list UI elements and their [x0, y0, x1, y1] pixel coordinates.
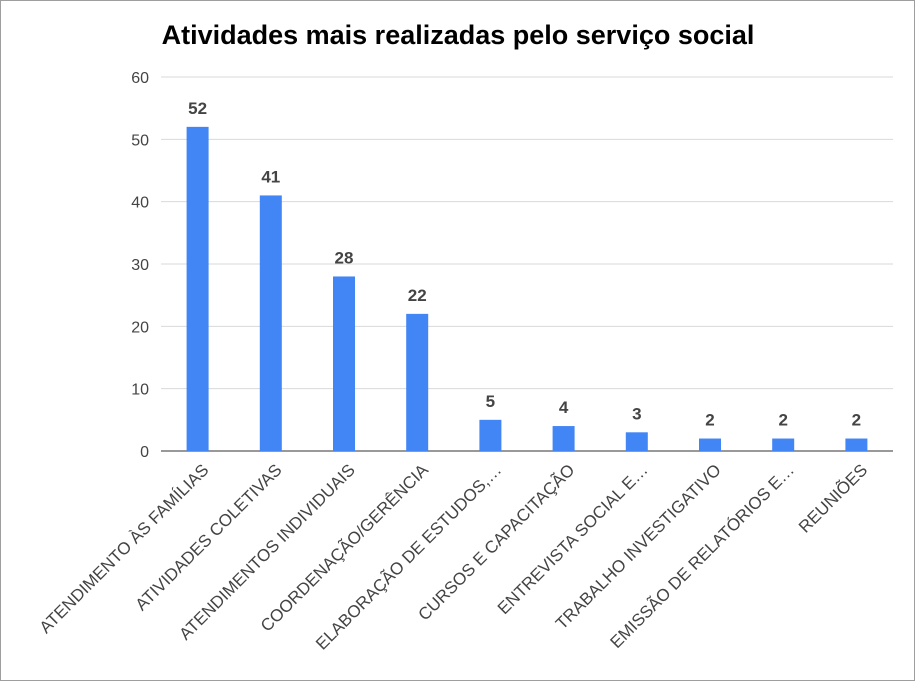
y-tick-label: 40 — [131, 195, 149, 212]
x-tick-label: ENTREVISTA SOCIAL E… — [494, 460, 652, 618]
bar — [186, 126, 209, 451]
bar — [259, 195, 282, 451]
y-tick-label: 10 — [131, 382, 149, 399]
bar — [845, 438, 868, 451]
y-tick-label: 60 — [131, 70, 149, 87]
y-tick-label: 20 — [131, 319, 149, 336]
bar — [772, 438, 795, 451]
bar — [625, 432, 648, 451]
data-label: 3 — [632, 404, 641, 423]
y-tick-label: 50 — [131, 132, 149, 149]
data-label: 41 — [261, 167, 280, 186]
data-label: 2 — [852, 411, 861, 430]
data-label: 28 — [335, 248, 354, 267]
x-tick-label: ATIVIDADES COLETIVAS — [132, 460, 286, 614]
y-axis-ticks: 0 10 20 30 40 50 60 — [131, 70, 149, 461]
data-label: 4 — [559, 398, 569, 417]
bar — [552, 426, 575, 451]
data-label: 52 — [188, 99, 207, 118]
chart-title: Atividades mais realizadas pelo serviço … — [162, 20, 755, 50]
data-label: 2 — [778, 411, 787, 430]
data-label: 2 — [705, 411, 714, 430]
gridlines — [161, 76, 893, 452]
x-tick-label: REUNIÕES — [795, 460, 871, 536]
x-tick-label: CURSOS E CAPACITAÇÃO — [414, 460, 578, 624]
bar — [406, 313, 429, 451]
y-tick-label: 30 — [131, 257, 149, 274]
bar — [333, 276, 355, 451]
bars — [186, 126, 868, 451]
y-tick-label: 0 — [140, 444, 149, 461]
data-label: 5 — [486, 392, 495, 411]
bar — [699, 438, 721, 451]
bar — [479, 419, 502, 451]
data-label: 22 — [408, 286, 427, 305]
